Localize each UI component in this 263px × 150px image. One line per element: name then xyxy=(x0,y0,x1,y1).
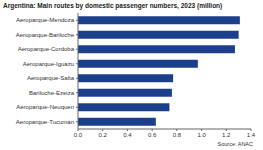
svg-text:Aeroparque-Bariloche: Aeroparque-Bariloche xyxy=(16,32,75,38)
svg-text:Bariloche-Ezeiza: Bariloche-Ezeiza xyxy=(29,90,75,96)
svg-text:Aeroparque-Mendoza: Aeroparque-Mendoza xyxy=(16,17,75,23)
svg-text:Aeroparque-Iguazu: Aeroparque-Iguazu xyxy=(23,61,74,67)
svg-text:Aeroparque-Neuquen: Aeroparque-Neuquen xyxy=(16,104,74,110)
svg-text:0.8: 0.8 xyxy=(173,132,182,138)
svg-text:0.2: 0.2 xyxy=(99,132,108,138)
svg-text:0.0: 0.0 xyxy=(74,132,83,138)
svg-text:1.4: 1.4 xyxy=(247,132,255,138)
svg-text:Aeroparque-Cordoba: Aeroparque-Cordoba xyxy=(18,46,75,52)
svg-text:Aeroparque-Salta: Aeroparque-Salta xyxy=(27,75,75,81)
svg-text:Aeroparque-Tucuman: Aeroparque-Tucuman xyxy=(16,119,74,125)
html-text:Argentina: Main routes by dome: Argentina: Main routes by domestic passe… xyxy=(3,2,223,9)
svg-text:0.6: 0.6 xyxy=(148,132,157,138)
svg-text:0.4: 0.4 xyxy=(123,132,132,138)
svg-text:1.2: 1.2 xyxy=(222,132,231,138)
svg-text:1.0: 1.0 xyxy=(197,132,206,138)
html-text:Source: ANAC: Source: ANAC xyxy=(217,141,253,147)
